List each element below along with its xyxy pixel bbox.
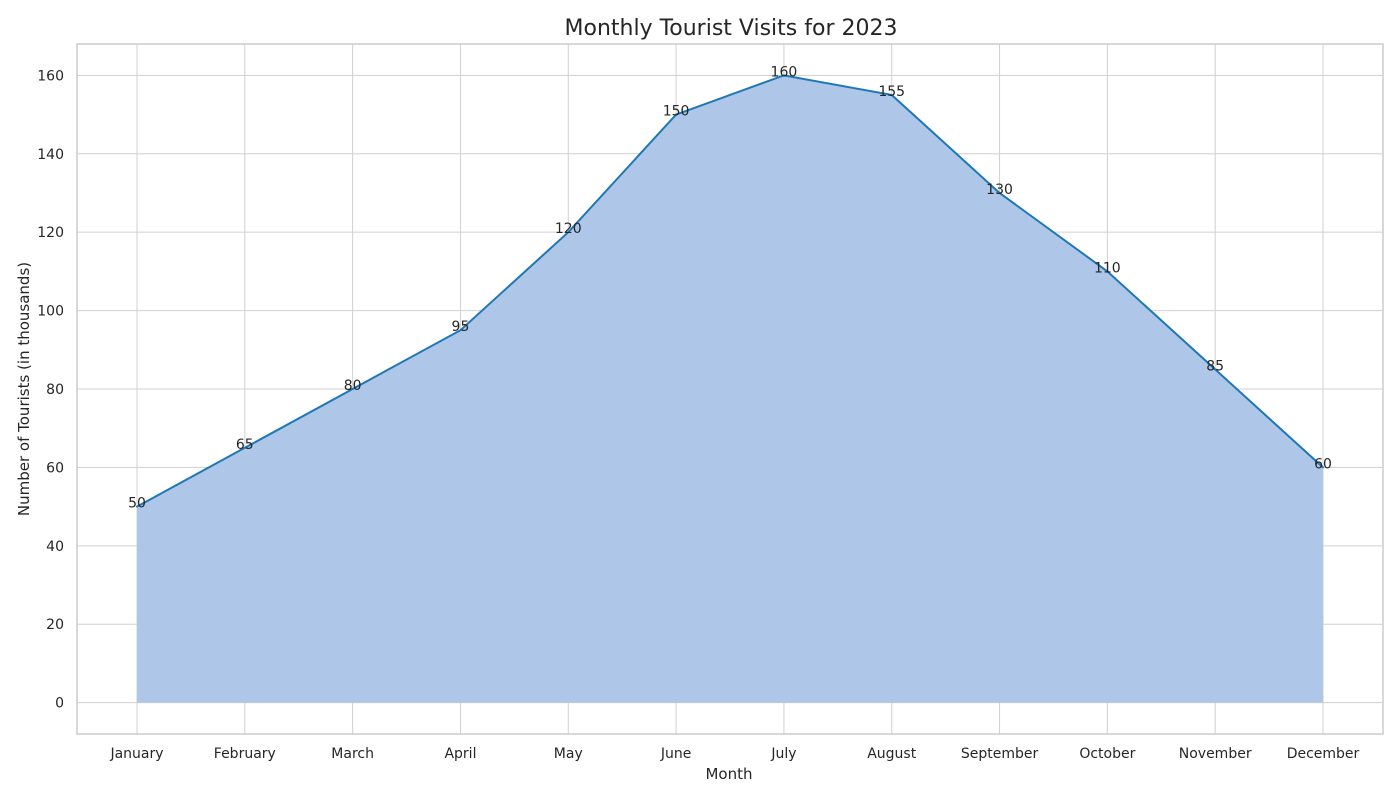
x-tick-label: March	[331, 746, 374, 762]
y-tick-label: 20	[46, 617, 64, 633]
data-label: 65	[236, 437, 254, 453]
data-point	[675, 113, 678, 116]
x-tick-label: September	[961, 746, 1039, 762]
series-line	[136, 74, 1324, 508]
y-tick-label: 80	[46, 382, 64, 398]
data-point	[243, 446, 246, 449]
data-label: 60	[1314, 456, 1332, 472]
x-tick-label: October	[1079, 746, 1135, 762]
data-label: 50	[128, 496, 146, 512]
x-tick-label: February	[214, 746, 276, 762]
x-tick-label: July	[770, 746, 796, 762]
x-axis-label: Month	[705, 765, 752, 783]
y-tick-label: 120	[37, 225, 64, 241]
x-tick-label: May	[554, 746, 583, 762]
data-label: 85	[1206, 358, 1224, 374]
data-label: 150	[663, 104, 690, 120]
y-axis-label: Number of Tourists (in thousands)	[15, 262, 33, 516]
y-tick-label: 140	[37, 147, 64, 163]
data-point	[351, 388, 354, 390]
x-tick-label: August	[867, 746, 917, 762]
data-point	[136, 505, 138, 508]
data-point	[1106, 270, 1109, 273]
data-point	[782, 74, 785, 77]
y-tick-label: 160	[37, 68, 64, 84]
data-label: 80	[344, 378, 362, 394]
data-point	[1322, 466, 1324, 469]
x-tick-label: November	[1179, 746, 1252, 762]
y-tick-label: 40	[46, 539, 64, 555]
data-point	[459, 329, 462, 332]
x-tick-label: December	[1287, 746, 1360, 762]
data-label: 160	[771, 64, 798, 80]
data-point	[567, 231, 570, 234]
data-label: 155	[878, 84, 905, 100]
x-tick-label: January	[109, 746, 163, 762]
x-tick-label: June	[660, 746, 692, 762]
data-point	[890, 93, 893, 96]
data-label: 110	[1094, 260, 1121, 276]
data-point	[1214, 368, 1217, 371]
area-fill	[137, 75, 1323, 703]
y-tick-label: 60	[46, 460, 64, 476]
chart-title: Monthly Tourist Visits for 2023	[565, 16, 898, 41]
area-series	[136, 74, 1324, 703]
data-label: 130	[986, 182, 1013, 198]
data-label: 95	[452, 319, 470, 335]
axes: 0 20 40 60 80 100 120 140 160 January February Marc…	[37, 43, 1384, 762]
data-point	[998, 191, 1001, 194]
data-label: 120	[555, 221, 582, 237]
data-labels: 50 65 80 95 120 150 160 155 130 110 85 60	[128, 64, 1332, 511]
plot-frame	[76, 43, 1384, 735]
x-tick-label: April	[444, 746, 476, 762]
y-tick-label: 100	[37, 304, 64, 320]
y-tick-label: 0	[55, 696, 64, 712]
